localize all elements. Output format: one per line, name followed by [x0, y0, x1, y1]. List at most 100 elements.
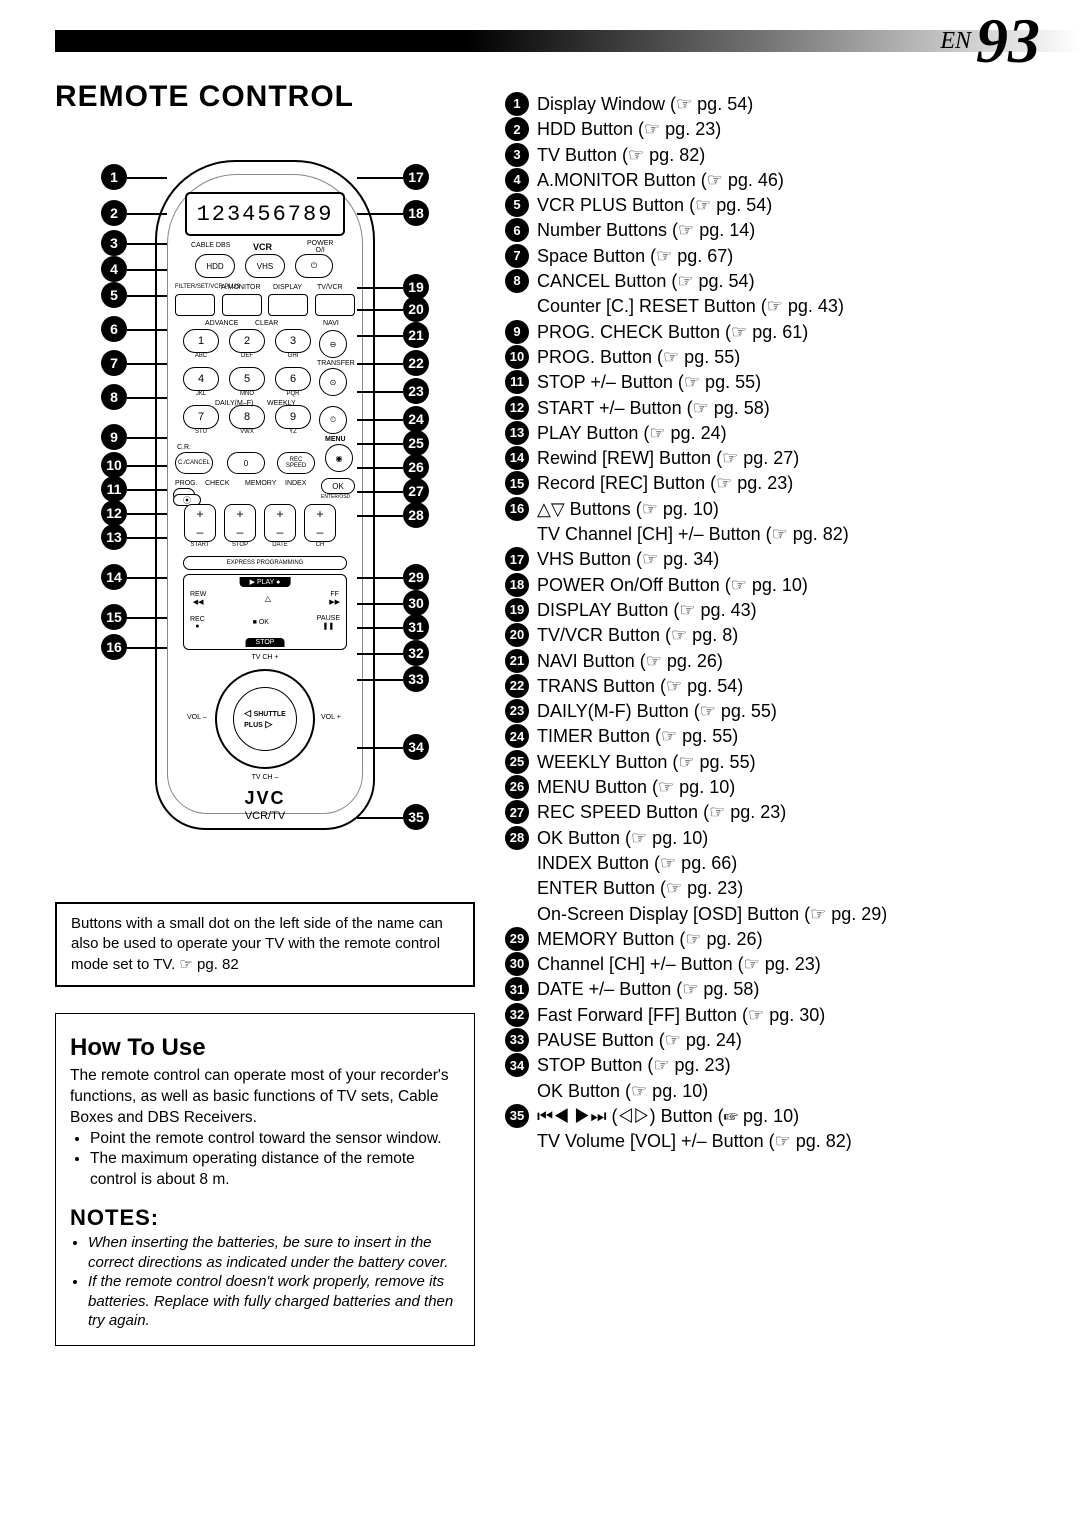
btn-tvvcr	[315, 294, 355, 316]
l-tvvcr: TV/VCR	[317, 284, 343, 291]
callout-badge-17: 17	[403, 164, 429, 190]
ref-text: START +/– Button (☞ pg. 58)	[537, 396, 1025, 420]
ref-number: 26	[505, 775, 529, 799]
ref-item: 2 HDD Button (☞ pg. 23)	[505, 117, 1025, 141]
ref-item: 21NAVI Button (☞ pg. 26)	[505, 649, 1025, 673]
ref-item: 29MEMORY Button (☞ pg. 26)	[505, 927, 1025, 951]
callout-line	[127, 363, 167, 365]
ref-item: 11STOP +/– Button (☞ pg. 55)	[505, 370, 1025, 394]
ref-number: 35	[505, 1104, 529, 1128]
callout-badge-28: 28	[403, 502, 429, 528]
ref-item: 7Space Button (☞ pg. 67)	[505, 244, 1025, 268]
ref-text: A.MONITOR Button (☞ pg. 46)	[537, 168, 1025, 192]
ref-text: Rewind [REW] Button (☞ pg. 27)	[537, 446, 1025, 470]
vhs-button: VHS	[245, 254, 285, 278]
ref-text: STOP Button (☞ pg. 23)	[537, 1053, 1025, 1077]
row4	[175, 294, 355, 316]
ref-item: On-Screen Display [OSD] Button (☞ pg. 29…	[505, 902, 1025, 926]
btn-display	[268, 294, 308, 316]
ref-text: REC SPEED Button (☞ pg. 23)	[537, 800, 1025, 824]
ref-number: 5	[505, 193, 529, 217]
lbl-play: ▶ PLAY ●	[240, 577, 291, 587]
callout-badge-26: 26	[403, 454, 429, 480]
callout-badge-6: 6	[101, 316, 127, 342]
ref-text: PROG. Button (☞ pg. 55)	[537, 345, 1025, 369]
ref-item: 3TV Button (☞ pg. 82)	[505, 143, 1025, 167]
ref-number: 25	[505, 750, 529, 774]
callout-badge-31: 31	[403, 614, 429, 640]
ref-item: 8CANCEL Button (☞ pg. 54)	[505, 269, 1025, 293]
ref-text: OK Button (☞ pg. 10)	[537, 1079, 1025, 1103]
pause-btn: PAUSE❚❚	[317, 615, 340, 630]
lbl-stop: STOP	[246, 638, 285, 647]
ref-item: 28OK Button (☞ pg. 10)	[505, 826, 1025, 850]
ref-item: 32Fast Forward [FF] Button (☞ pg. 30)	[505, 1003, 1025, 1027]
callout-badge-4: 4	[101, 256, 127, 282]
callout-badge-15: 15	[101, 604, 127, 630]
header-en: EN	[940, 28, 971, 55]
section-title: REMOTE CONTROL	[55, 80, 475, 114]
ref-number: 33	[505, 1028, 529, 1052]
notes-title: NOTES:	[70, 1205, 460, 1231]
ref-item: 35 ⏮◀ ▶⏭ (◁▷) Button (☞ pg. 10)	[505, 1104, 1025, 1128]
ref-item: 13PLAY Button (☞ pg. 24)	[505, 421, 1025, 445]
callout-badge-22: 22	[403, 350, 429, 376]
howtouse-bullet: The maximum operating distance of the re…	[90, 1149, 460, 1191]
l-prog: PROG.	[175, 480, 198, 487]
ref-text: TRANS Button (☞ pg. 54)	[537, 674, 1025, 698]
callout-line	[127, 577, 167, 579]
ref-text: PROG. CHECK Button (☞ pg. 61)	[537, 320, 1025, 344]
l-menu: MENU	[325, 436, 346, 443]
tiny-cable: CABLE DBS	[191, 242, 230, 249]
ref-item: 22TRANS Button (☞ pg. 54)	[505, 674, 1025, 698]
trans-button: ⊙	[319, 368, 347, 396]
ref-item: 12START +/– Button (☞ pg. 58)	[505, 396, 1025, 420]
num-1: 1	[183, 329, 219, 353]
callout-line	[357, 603, 403, 605]
ref-number: 2	[505, 117, 529, 141]
ref-text: Fast Forward [FF] Button (☞ pg. 30)	[537, 1003, 1025, 1027]
ref-item: 17VHS Button (☞ pg. 34)	[505, 547, 1025, 571]
ref-number: 10	[505, 345, 529, 369]
callout-badge-29: 29	[403, 564, 429, 590]
callout-line	[357, 679, 403, 681]
ref-text: HDD Button (☞ pg. 23)	[537, 117, 1025, 141]
l-clr: CLEAR	[255, 320, 278, 327]
ref-text: Number Buttons (☞ pg. 14)	[537, 218, 1025, 242]
ref-number	[505, 902, 529, 926]
callout-badge-16: 16	[101, 634, 127, 660]
ref-number: 24	[505, 724, 529, 748]
num-9: 9	[275, 405, 311, 429]
l-trans: TRANSFER	[317, 360, 355, 367]
callout-badge-11: 11	[101, 476, 127, 502]
ref-number: 4	[505, 168, 529, 192]
ref-item: 30Channel [CH] +/– Button (☞ pg. 23)	[505, 952, 1025, 976]
ref-item: 24 TIMER Button (☞ pg. 55)	[505, 724, 1025, 748]
ref-item: TV Volume [VOL] +/– Button (☞ pg. 82)	[505, 1129, 1025, 1153]
express-bar: EXPRESS PROGRAMMING	[183, 556, 347, 570]
callout-badge-30: 30	[403, 590, 429, 616]
ref-number: 9	[505, 320, 529, 344]
num-7: 7	[183, 405, 219, 429]
num-6: 6	[275, 367, 311, 391]
callout-line	[357, 515, 403, 517]
ref-text: TV/VCR Button (☞ pg. 8)	[537, 623, 1025, 647]
ref-item: 34STOP Button (☞ pg. 23)	[505, 1053, 1025, 1077]
ref-number: 18	[505, 573, 529, 597]
ref-text: DATE +/– Button (☞ pg. 58)	[537, 977, 1025, 1001]
ref-item: 18POWER On/Off Button (☞ pg. 10)	[505, 573, 1025, 597]
callout-line	[357, 491, 403, 493]
ref-item: 23DAILY(M-F) Button (☞ pg. 55)	[505, 699, 1025, 723]
callout-badge-20: 20	[403, 296, 429, 322]
callout-badge-12: 12	[101, 500, 127, 526]
ref-item: 33PAUSE Button (☞ pg. 24)	[505, 1028, 1025, 1052]
callout-badge-24: 24	[403, 406, 429, 432]
ref-text: TIMER Button (☞ pg. 55)	[537, 724, 1025, 748]
ref-number	[505, 1129, 529, 1153]
ref-number: 6	[505, 218, 529, 242]
tri-up: △	[265, 594, 271, 603]
ref-number: 20	[505, 623, 529, 647]
ref-text: ⏮◀ ▶⏭ (◁▷) Button (☞ pg. 10)	[537, 1104, 1025, 1128]
ref-text: Space Button (☞ pg. 67)	[537, 244, 1025, 268]
callout-line	[357, 653, 403, 655]
